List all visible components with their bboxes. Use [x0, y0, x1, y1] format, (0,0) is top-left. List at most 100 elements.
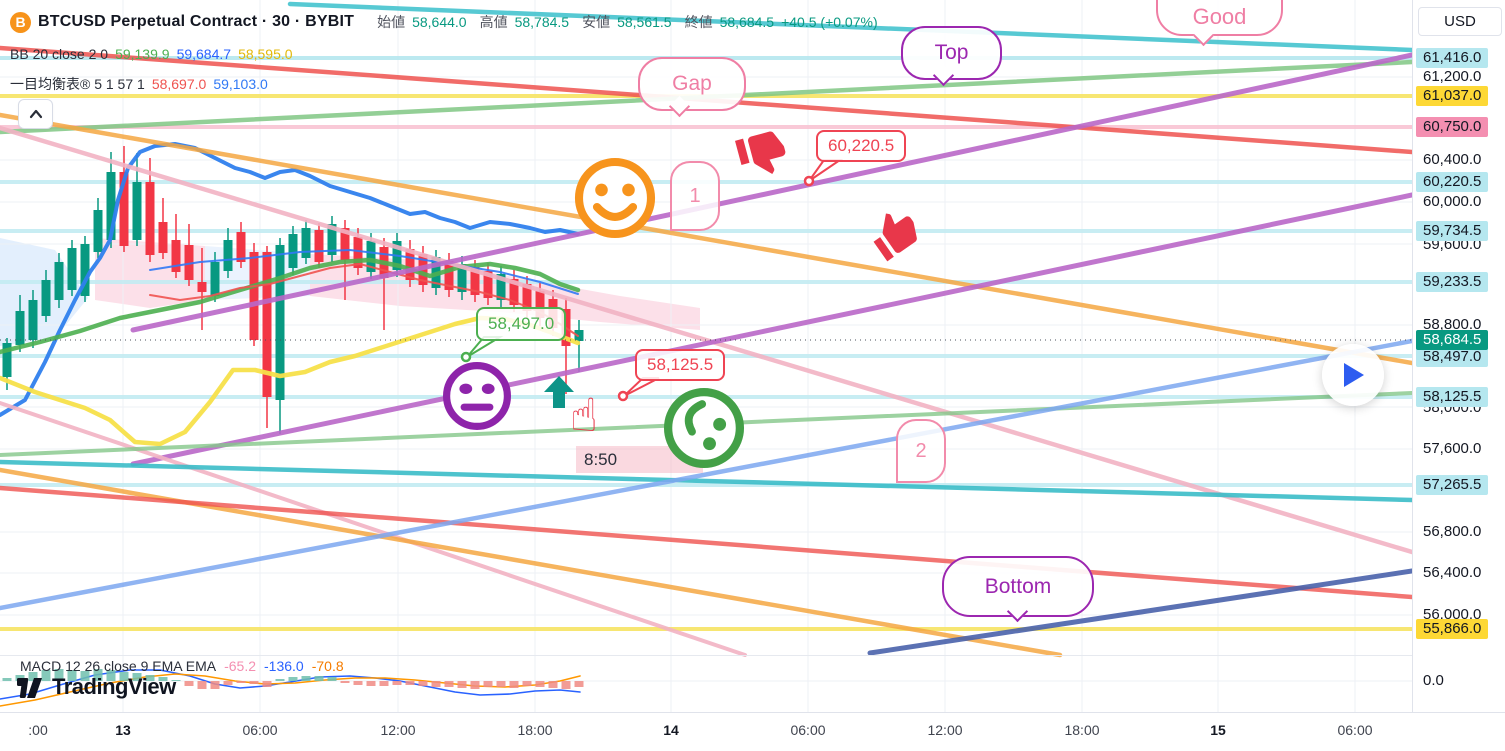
bubble-top[interactable]: Top [901, 26, 1002, 80]
candle-body [483, 271, 493, 298]
time-label: 15 [1210, 722, 1226, 738]
bubble-bottom[interactable]: Bottom [942, 556, 1094, 617]
bubble-gap[interactable]: Gap [638, 57, 746, 111]
price-callout-58125-text: 58,125.5 [647, 355, 714, 374]
time-label: 14 [663, 722, 679, 738]
price-label: 58,800.0 [1423, 316, 1482, 333]
price-label: 60,750.0 [1416, 117, 1489, 137]
candle-body [41, 280, 51, 316]
ichimoku-indicator-label[interactable]: 一目均衡表® 5 1 57 1 [10, 76, 145, 92]
trend-line[interactable] [0, 459, 1412, 503]
price-callout-58125[interactable]: 58,125.5 [635, 349, 726, 381]
price-callout-60220-text: 60,220.5 [828, 136, 895, 155]
low-label: 安値 [582, 14, 611, 30]
candle-body [275, 245, 285, 400]
price-callout-58497[interactable]: 58,497.0 [476, 307, 567, 341]
marker-2[interactable]: 2 [896, 419, 946, 483]
macd-hist-bar [444, 681, 454, 687]
open-value: 58,644.0 [412, 14, 467, 30]
trend-line[interactable] [0, 485, 1412, 600]
macd-indicator-label[interactable]: MACD 12 26 close 9 EMA EMA [20, 658, 217, 674]
marker-2-text: 2 [915, 439, 927, 462]
macd-hist-bar [93, 669, 103, 681]
price-label: 60,000.0 [1423, 193, 1482, 210]
candle-body [470, 267, 480, 295]
macd-hist-bar [249, 681, 259, 684]
macd-hist-bar [223, 681, 233, 685]
candle-body [405, 249, 415, 280]
macd-hist-bar [275, 679, 285, 681]
currency-button-label: USD [1444, 13, 1476, 30]
pane-separator[interactable] [0, 655, 1412, 656]
tilted-face-sticker[interactable] [658, 382, 750, 474]
trend-line[interactable] [130, 192, 1412, 467]
tradingview-logo[interactable]: TradingView [16, 674, 176, 700]
price-label: 55,866.0 [1416, 619, 1489, 639]
bubble-gap-text: Gap [672, 72, 712, 95]
trend-line[interactable] [0, 401, 747, 657]
candle-body [288, 234, 298, 268]
time-label: 18:00 [1064, 722, 1100, 738]
macd-hist-bar [80, 671, 90, 681]
anchor-dot[interactable] [617, 390, 629, 402]
anchor-dot[interactable] [803, 175, 815, 187]
macd-hist-bar [418, 681, 428, 686]
candle-body [106, 172, 116, 240]
bubble-bottom-text: Bottom [984, 574, 1052, 598]
macd-hist-bar [574, 681, 584, 687]
close-value: 58,684.5 [719, 14, 775, 30]
macd-hist-bar [522, 681, 532, 686]
candle-body [522, 284, 532, 311]
thumbs-down-icon[interactable] [731, 122, 792, 183]
neutral-face-sticker[interactable] [437, 356, 517, 436]
macd-hist-bar [379, 681, 389, 686]
symbol-title[interactable]: BTCUSD Perpetual Contract · 30 · BYBIT [38, 13, 355, 30]
macd-hist-bar [67, 670, 77, 681]
macd-hist-bar [41, 670, 51, 681]
macd-hist-bar [197, 681, 207, 689]
trend-line[interactable] [130, 52, 1412, 333]
time-axis[interactable]: :00 13 06:00 12:00 18:00 14 06:00 12:00 18:00 15 0… [0, 712, 1505, 751]
ichimoku-tenkan-line [149, 263, 579, 337]
candle-body [80, 244, 90, 296]
tradingview-logo-icon [17, 678, 42, 698]
price-callout-60220[interactable]: 60,220.5 [816, 130, 907, 162]
candle-body [171, 240, 181, 272]
currency-button[interactable]: USD [1418, 7, 1502, 36]
macd-hist-bar [392, 681, 402, 685]
trend-line[interactable] [867, 568, 1412, 656]
price-axis[interactable]: USD 61,416.0 61,200.0 61,037.0 60,750.0 60,4… [1412, 0, 1505, 712]
macd-hist-bar [236, 681, 246, 683]
time-label: 06:00 [1337, 722, 1373, 738]
bubble-good-text: Good [1192, 4, 1247, 29]
candle-body [314, 230, 324, 262]
marker-1[interactable]: 1 [670, 161, 720, 231]
trend-line[interactable] [0, 338, 1412, 611]
candle-body [574, 330, 584, 341]
chart-legend: B BTCUSD Perpetual Contract · 30 · BYBIT… [10, 10, 878, 94]
trend-line[interactable] [287, 1, 1412, 53]
time-label: 13 [115, 722, 131, 738]
candle-body [132, 182, 142, 240]
pointing-finger-icon[interactable]: ☝ [570, 388, 599, 442]
smiley-face-sticker[interactable] [570, 153, 660, 243]
bb-indicator-label[interactable]: BB 20 close 2 0 [10, 46, 109, 62]
candle-body [93, 210, 103, 252]
thumbs-up-icon[interactable] [862, 201, 929, 268]
price-label: 56,400.0 [1423, 564, 1482, 581]
trend-line[interactable] [0, 112, 1412, 366]
candle-body [457, 264, 467, 292]
bb-upper-value: 59,684.7 [176, 46, 232, 62]
play-button[interactable] [1322, 344, 1384, 406]
bubble-good[interactable]: Good [1156, 0, 1283, 36]
legend-collapse-button[interactable] [18, 99, 53, 129]
macd-hist-bar [184, 681, 194, 686]
macd-hist-bar [405, 681, 415, 685]
up-arrow-sticker[interactable] [542, 374, 576, 410]
macd-hist-bar [457, 681, 467, 688]
candle-body [28, 300, 38, 340]
anchor-dot[interactable] [460, 351, 472, 363]
ichimoku-kijun-line [149, 249, 579, 295]
price-label: 61,200.0 [1423, 68, 1482, 85]
